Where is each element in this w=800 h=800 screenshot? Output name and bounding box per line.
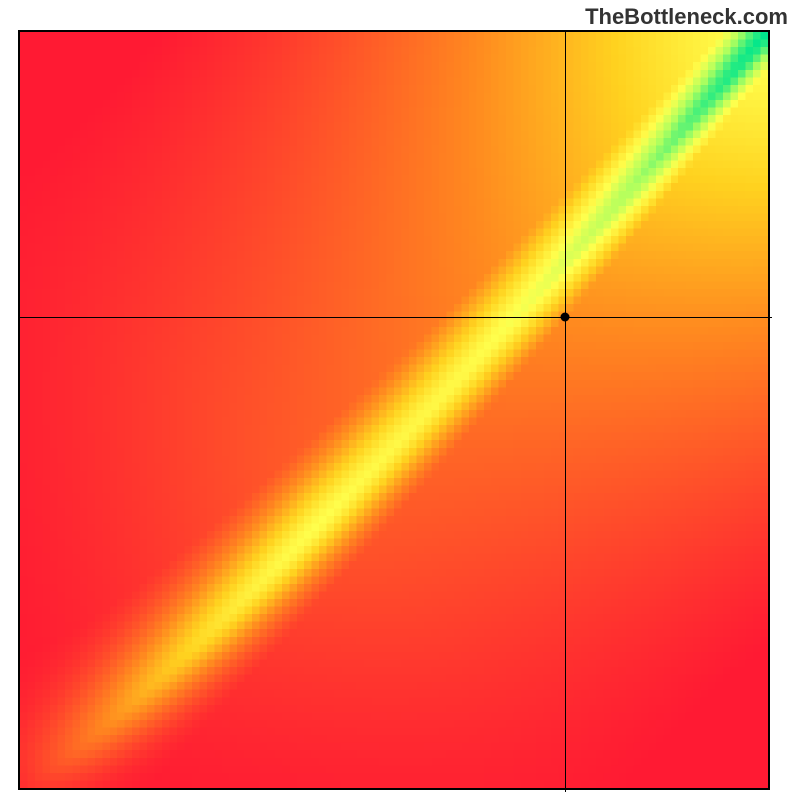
- crosshair-horizontal-line: [20, 317, 772, 318]
- crosshair-marker: [561, 313, 570, 322]
- crosshair-vertical-line: [565, 32, 566, 792]
- watermark-text: TheBottleneck.com: [585, 4, 788, 30]
- plot-frame: [18, 30, 770, 790]
- heatmap-canvas: [20, 32, 768, 788]
